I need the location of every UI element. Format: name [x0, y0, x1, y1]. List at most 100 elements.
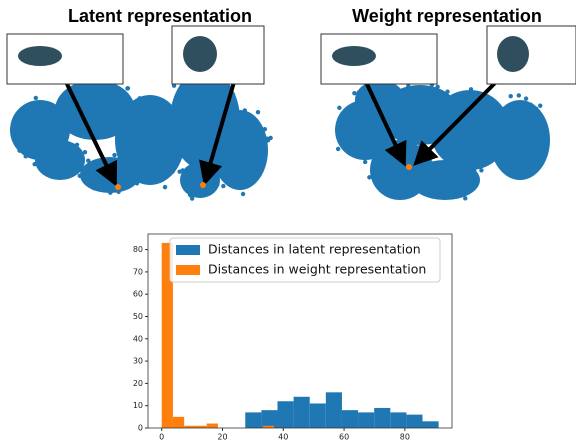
embedding-point	[414, 183, 418, 187]
embedding-point	[367, 175, 371, 179]
embedding-point	[389, 86, 393, 90]
embedding-point	[256, 110, 260, 114]
embedding-point	[373, 179, 377, 183]
x-tick-label: 80	[400, 433, 410, 441]
embedding-point	[204, 157, 208, 161]
embedding-point	[408, 172, 412, 176]
embedding-point	[116, 190, 120, 194]
embedding-point	[117, 87, 121, 91]
embedding-point	[440, 100, 444, 104]
embedding-point	[462, 189, 466, 193]
embedding-point	[34, 143, 38, 147]
embedding-point	[350, 144, 354, 148]
embedding-point	[41, 145, 45, 149]
embedding-point	[345, 133, 349, 137]
embedding-point	[363, 160, 367, 164]
embedding-point	[189, 117, 193, 121]
embedding-point	[501, 118, 505, 122]
embedding-point	[192, 174, 196, 178]
embedding-point	[32, 162, 36, 166]
embedding-point	[208, 137, 212, 141]
embedding-cloud	[180, 162, 220, 198]
embedding-point	[117, 121, 121, 125]
embedding-point	[54, 136, 58, 140]
embedding-point	[75, 143, 79, 147]
embedding-point	[121, 168, 125, 172]
embedding-point	[81, 98, 85, 102]
embedding-point	[127, 163, 131, 167]
embedding-point	[404, 183, 408, 187]
embedding-point	[472, 185, 476, 189]
embedding-point	[447, 159, 451, 163]
embedding-point	[34, 96, 38, 100]
embedding-point	[119, 95, 123, 99]
embedding-point	[149, 111, 153, 115]
embedding-point	[215, 182, 219, 186]
embedding-point	[82, 173, 86, 177]
x-tick-label: 60	[339, 433, 349, 441]
embedding-point	[390, 118, 394, 122]
embedding-point	[39, 102, 43, 106]
embedding-point	[503, 129, 507, 133]
embedding-point	[146, 102, 150, 106]
embedding-point	[234, 105, 238, 109]
y-tick-label: 80	[133, 245, 143, 254]
embedding-point	[437, 192, 441, 196]
embedding-point	[195, 180, 199, 184]
embedding-point	[95, 176, 99, 180]
embedding-point	[51, 144, 55, 148]
embedding-point	[231, 110, 235, 114]
embedding-point	[372, 167, 376, 171]
embedding-point	[192, 161, 196, 165]
legend-swatch	[176, 265, 200, 275]
embedding-point	[255, 123, 259, 127]
embedding-point	[59, 162, 63, 166]
embedding-point	[336, 147, 340, 151]
bar	[173, 417, 184, 428]
embedding-point	[241, 134, 245, 138]
embedding-point	[374, 116, 378, 120]
embedding-point	[66, 144, 70, 148]
y-tick-label: 10	[133, 401, 143, 410]
bar	[294, 397, 310, 428]
embedding-point	[208, 132, 212, 136]
embedding-point	[188, 193, 192, 197]
y-tick-label: 70	[133, 267, 143, 276]
embedding-point	[411, 129, 415, 133]
embedding-point	[472, 168, 476, 172]
embedding-point	[537, 134, 541, 138]
embedding-point	[441, 106, 445, 110]
embedding-point	[35, 103, 39, 107]
embedding-point	[150, 104, 154, 108]
embedding-point	[61, 151, 65, 155]
embedding-point	[190, 183, 194, 187]
embedding-point	[529, 103, 533, 107]
embedding-point	[464, 153, 468, 157]
embedding-point	[435, 111, 439, 115]
embedding-point	[352, 91, 356, 95]
embedding-point	[397, 104, 401, 108]
embedding-point	[438, 178, 442, 182]
embedding-point	[206, 121, 210, 125]
embedding-point	[108, 190, 112, 194]
embedding-point	[109, 160, 113, 164]
embedding-point	[181, 168, 185, 172]
embedding-point	[44, 159, 48, 163]
embedding-point	[156, 175, 160, 179]
embedding-point	[146, 162, 150, 166]
embedding-point	[56, 149, 60, 153]
y-tick-label: 40	[133, 334, 143, 343]
embedding-point	[463, 196, 467, 200]
embedding-point	[399, 165, 403, 169]
embedding-point	[137, 96, 141, 100]
bar	[278, 401, 294, 428]
y-tick-label: 20	[133, 379, 143, 388]
embedding-point	[368, 133, 372, 137]
embedding-point	[232, 158, 236, 162]
embedding-point	[110, 186, 114, 190]
embedding-point	[399, 89, 403, 93]
embedding-point	[133, 121, 137, 125]
embedding-point	[483, 142, 487, 146]
embedding-point	[77, 168, 81, 172]
embedding-point	[536, 110, 540, 114]
